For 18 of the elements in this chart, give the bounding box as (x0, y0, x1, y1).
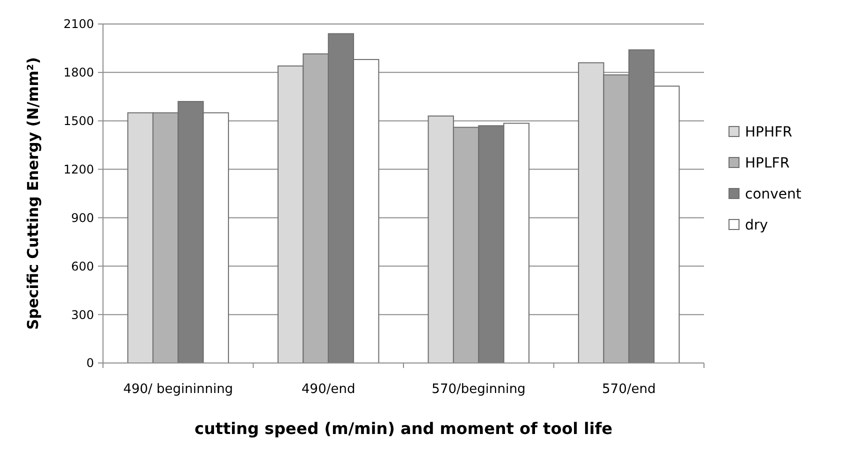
y-tick-label: 2100 (63, 17, 94, 32)
y-tick-label: 1800 (63, 66, 94, 80)
legend-label: dry (745, 217, 768, 234)
y-tick-label: 0 (86, 356, 94, 370)
legend-label: convent (745, 186, 802, 202)
y-tick-label: 600 (71, 259, 94, 274)
y-tick-label: 1200 (63, 162, 94, 176)
legend-label: HPLFR (745, 155, 790, 172)
x-tick-label: 570/end (602, 382, 656, 397)
x-axis-title: cutting speed (m/min) and moment of tool life (194, 419, 613, 438)
y-tick-label: 300 (71, 308, 94, 322)
y-axis-title: Specific Cutting Energy (N/mm²) (24, 57, 42, 330)
y-tick-label: 1500 (63, 114, 94, 128)
x-tick-label: 490/ begininning (123, 382, 234, 397)
x-tick-label: 490/end (302, 382, 356, 397)
x-tick-label: 570/beginning (432, 382, 526, 397)
y-tick-label: 900 (71, 210, 94, 225)
legend-label: HPHFR (745, 124, 793, 140)
